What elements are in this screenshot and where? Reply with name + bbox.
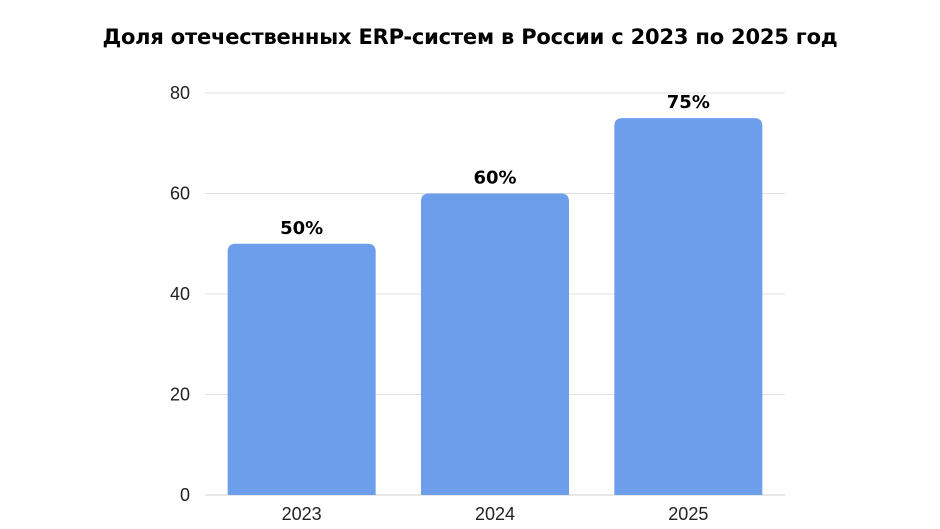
bar-2025: [614, 118, 763, 495]
x-tick-label-2023: 2023: [282, 504, 322, 524]
bar-2023: [227, 243, 376, 495]
x-tick-label-2025: 2025: [668, 504, 708, 524]
bar-2024: [421, 193, 569, 495]
chart-title: Доля отечественных ERP-систем в России с…: [102, 25, 838, 49]
x-tick-label-2024: 2024: [475, 504, 515, 524]
data-label-2024: 60%: [473, 168, 516, 189]
y-tick-label-80: 80: [170, 83, 190, 103]
y-tick-label-20: 20: [170, 385, 190, 405]
y-tick-label-60: 60: [170, 184, 190, 204]
y-tick-label-0: 0: [180, 485, 190, 505]
data-label-2025: 75%: [667, 92, 710, 113]
data-label-2023: 50%: [280, 218, 323, 239]
y-tick-label-40: 40: [170, 284, 190, 304]
